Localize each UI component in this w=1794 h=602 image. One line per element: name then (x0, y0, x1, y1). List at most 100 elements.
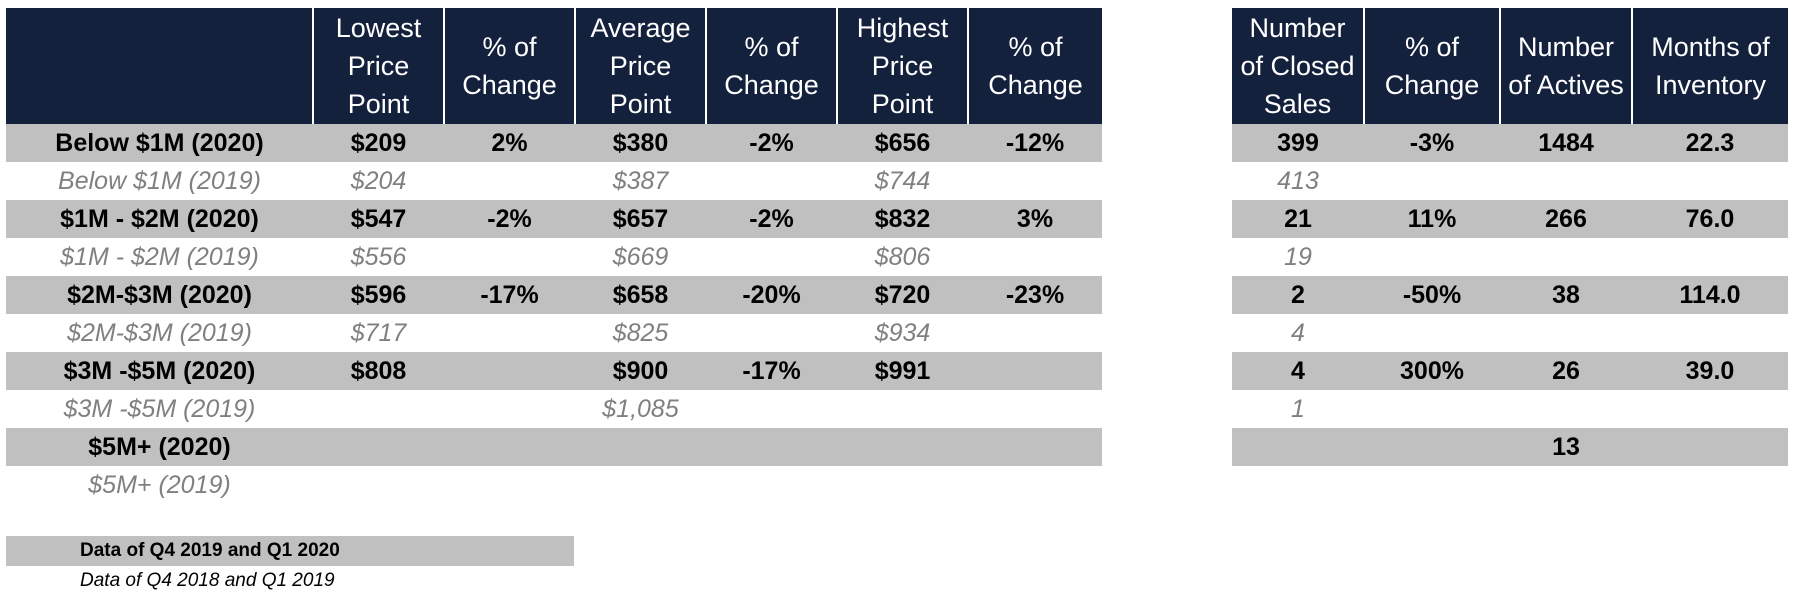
average-price-cell: $387 (575, 162, 706, 200)
average-change-cell (706, 466, 837, 504)
lowest-price-cell: $547 (313, 200, 444, 238)
lowest-price-cell: $556 (313, 238, 444, 276)
highest-price-cell: $934 (837, 314, 968, 352)
average-price-cell: $380 (575, 124, 706, 162)
table-row: $1M - $2M (2019) $556 $669 $806 (6, 238, 1102, 276)
column-header: % of Change (967, 8, 1102, 124)
average-change-cell: -2% (706, 124, 837, 162)
row-label: $5M+ (2019) (6, 466, 313, 504)
table-row: Below $1M (2020) $209 2% $380 -2% $656 -12% (6, 124, 1102, 162)
column-header: Lowest Price Point (312, 8, 444, 124)
highest-change-cell (968, 428, 1102, 466)
average-price-cell: $657 (575, 200, 706, 238)
closed-sales-cell: 21 (1232, 200, 1364, 238)
row-label: $2M-$3M (2020) (6, 276, 313, 314)
row-label: $1M - $2M (2020) (6, 200, 313, 238)
table-row: 19 (1232, 238, 1788, 276)
column-header: Number of Actives (1499, 8, 1632, 124)
highest-price-cell (837, 390, 968, 428)
actives-cell (1500, 162, 1632, 200)
table-row: $2M-$3M (2019) $717 $825 $934 (6, 314, 1102, 352)
lowest-change-cell (444, 162, 575, 200)
actives-cell: 1484 (1500, 124, 1632, 162)
lowest-price-cell: $209 (313, 124, 444, 162)
lowest-price-cell: $596 (313, 276, 444, 314)
closed-change-cell (1364, 428, 1500, 466)
closed-change-cell: 11% (1364, 200, 1500, 238)
row-label: $1M - $2M (2019) (6, 238, 313, 276)
closed-change-cell: -3% (1364, 124, 1500, 162)
average-price-cell: $669 (575, 238, 706, 276)
lowest-price-cell: $204 (313, 162, 444, 200)
highest-price-cell: $832 (837, 200, 968, 238)
sales-table-header-row: Number of Closed Sales% of Change Number … (1232, 8, 1788, 124)
lowest-change-cell (444, 428, 575, 466)
lowest-change-cell: -17% (444, 276, 575, 314)
months-inventory-cell: 22.3 (1632, 124, 1788, 162)
table-row (1232, 466, 1788, 504)
highest-price-cell (837, 466, 968, 504)
table-row: $1M - $2M (2020) $547 -2% $657 -2% $832 3% (6, 200, 1102, 238)
months-inventory-cell (1632, 390, 1788, 428)
highest-change-cell: -23% (968, 276, 1102, 314)
lowest-price-cell (313, 390, 444, 428)
column-header: % of Change (1363, 8, 1500, 124)
months-inventory-cell (1632, 314, 1788, 352)
average-change-cell (706, 314, 837, 352)
closed-sales-cell: 413 (1232, 162, 1364, 200)
closed-sales-cell: 4 (1232, 352, 1364, 390)
table-row: 399 -3% 1484 22.3 (1232, 124, 1788, 162)
actives-cell (1500, 390, 1632, 428)
average-change-cell (706, 428, 837, 466)
months-inventory-cell (1632, 466, 1788, 504)
highest-change-cell (968, 314, 1102, 352)
closed-sales-cell: 4 (1232, 314, 1364, 352)
average-change-cell (706, 162, 837, 200)
actives-cell: 26 (1500, 352, 1632, 390)
lowest-price-cell: $808 (313, 352, 444, 390)
table-row: $5M+ (2019) (6, 466, 1102, 504)
highest-change-cell (968, 466, 1102, 504)
actives-cell: 13 (1500, 428, 1632, 466)
highest-price-cell: $806 (837, 238, 968, 276)
closed-change-cell (1364, 162, 1500, 200)
average-price-cell: $825 (575, 314, 706, 352)
closed-change-cell (1364, 466, 1500, 504)
closed-sales-cell (1232, 428, 1364, 466)
column-header: Months of Inventory (1631, 8, 1788, 124)
row-label: $5M+ (2020) (6, 428, 313, 466)
average-change-cell: -20% (706, 276, 837, 314)
lowest-change-cell (444, 314, 575, 352)
legend-previous: Data of Q4 2018 and Q1 2019 (80, 570, 335, 591)
highest-price-cell: $991 (837, 352, 968, 390)
average-price-cell: $658 (575, 276, 706, 314)
months-inventory-cell (1632, 162, 1788, 200)
highest-change-cell (968, 238, 1102, 276)
table-row: $5M+ (2020) (6, 428, 1102, 466)
row-label: Below $1M (2020) (6, 124, 313, 162)
closed-sales-cell: 399 (1232, 124, 1364, 162)
highest-change-cell (968, 352, 1102, 390)
actives-cell: 266 (1500, 200, 1632, 238)
months-inventory-cell (1632, 238, 1788, 276)
table-row: 13 (1232, 428, 1788, 466)
table-row: 413 (1232, 162, 1788, 200)
column-header: % of Change (705, 8, 837, 124)
sales-table: Number of Closed Sales% of Change Number … (1232, 8, 1788, 504)
lowest-price-cell (313, 466, 444, 504)
actives-cell (1500, 314, 1632, 352)
price-table: Lowest Price Point% of Change Average Pri… (6, 8, 1102, 504)
closed-sales-cell (1232, 466, 1364, 504)
table-row: $2M-$3M (2020) $596 -17% $658 -20% $720 -23% (6, 276, 1102, 314)
closed-sales-cell: 19 (1232, 238, 1364, 276)
row-label: $2M-$3M (2019) (6, 314, 313, 352)
table-row: 4 300% 26 39.0 (1232, 352, 1788, 390)
closed-change-cell: -50% (1364, 276, 1500, 314)
months-inventory-cell: 114.0 (1632, 276, 1788, 314)
actives-cell: 38 (1500, 276, 1632, 314)
months-inventory-cell: 76.0 (1632, 200, 1788, 238)
highest-change-cell: 3% (968, 200, 1102, 238)
highest-price-cell: $656 (837, 124, 968, 162)
average-change-cell: -17% (706, 352, 837, 390)
actives-cell (1500, 466, 1632, 504)
